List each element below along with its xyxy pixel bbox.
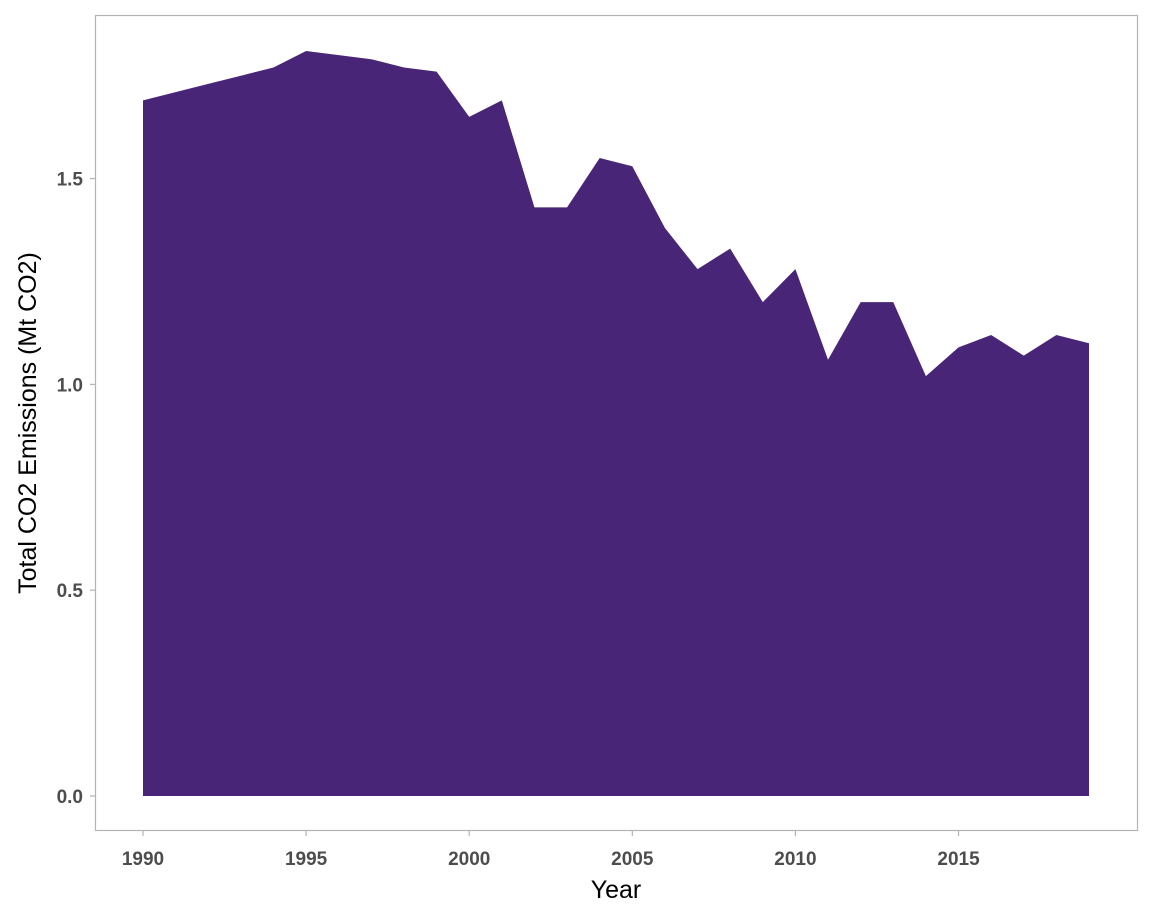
y-axis-title: Total CO2 Emissions (Mt CO2) <box>14 252 42 594</box>
x-tick-label: 2000 <box>448 849 490 870</box>
y-tick-label: 0.0 <box>57 787 83 808</box>
y-tick-label: 1.0 <box>57 375 83 396</box>
x-axis-ticks: 1990 1995 2000 2005 2010 2015 <box>122 830 980 870</box>
y-axis-ticks: 0.0 0.5 1.0 1.5 <box>57 170 96 808</box>
x-tick-label: 1995 <box>285 849 328 870</box>
y-tick-label: 1.5 <box>57 170 84 191</box>
x-axis-title: Year <box>591 876 642 904</box>
x-tick-label: 2010 <box>774 849 816 870</box>
y-tick-label: 0.5 <box>57 581 84 602</box>
area-series <box>143 51 1089 796</box>
x-tick-label: 2015 <box>937 849 980 870</box>
x-tick-label: 2005 <box>611 849 654 870</box>
x-tick-label: 1990 <box>122 849 164 870</box>
